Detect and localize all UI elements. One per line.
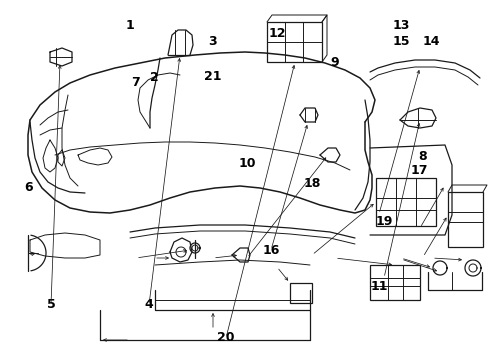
Text: 13: 13 — [391, 19, 409, 32]
Text: 8: 8 — [418, 150, 427, 163]
Text: 4: 4 — [144, 298, 153, 311]
Text: 16: 16 — [262, 244, 280, 257]
Text: 3: 3 — [208, 35, 217, 48]
Text: 20: 20 — [217, 331, 234, 344]
Text: 18: 18 — [303, 177, 320, 190]
Text: 19: 19 — [374, 215, 392, 228]
Text: 6: 6 — [24, 181, 33, 194]
Text: 7: 7 — [131, 76, 140, 89]
Text: 5: 5 — [47, 298, 56, 311]
Text: 17: 17 — [410, 165, 427, 177]
Text: 11: 11 — [369, 280, 387, 293]
Text: 15: 15 — [391, 35, 409, 48]
Bar — [447, 192, 482, 247]
Text: 14: 14 — [422, 35, 440, 48]
Bar — [266, 22, 321, 62]
Text: 1: 1 — [125, 19, 134, 32]
Bar — [289, 283, 311, 303]
Bar — [375, 178, 435, 226]
Text: 12: 12 — [268, 27, 285, 40]
Text: 2: 2 — [149, 71, 158, 84]
Text: 21: 21 — [203, 70, 221, 83]
Text: 10: 10 — [238, 157, 255, 170]
Text: 9: 9 — [330, 57, 339, 69]
Bar — [369, 265, 419, 300]
